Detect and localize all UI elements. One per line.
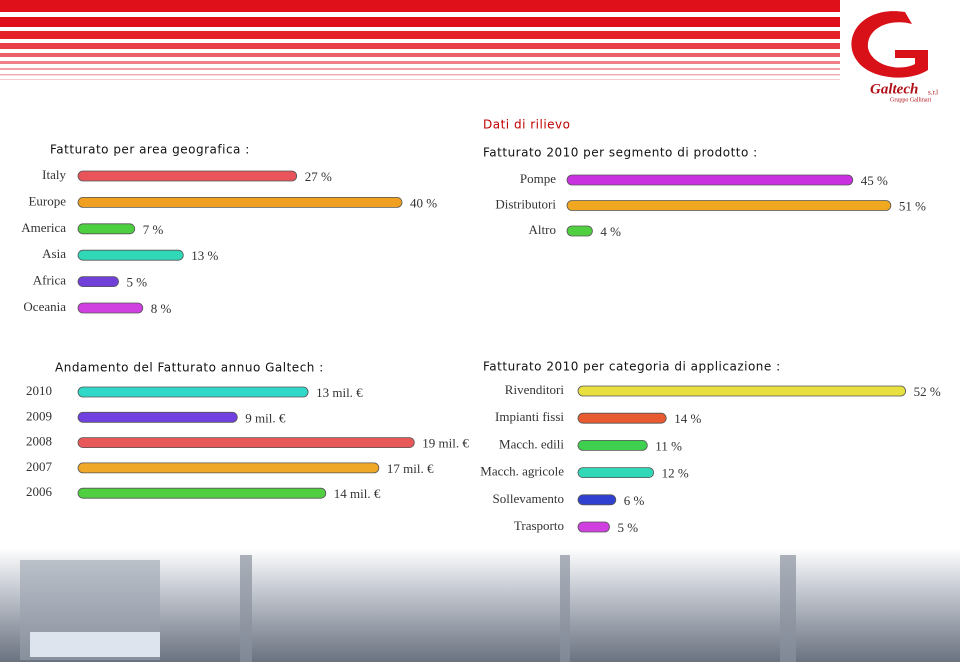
bar	[77, 386, 309, 398]
value-label: 11 %	[655, 438, 682, 453]
category-label: 2010	[26, 383, 52, 398]
category-label: Pompe	[520, 171, 556, 186]
category-label: Distributori	[495, 196, 556, 211]
photo-strip	[0, 548, 960, 662]
value-label: 9 mil. €	[245, 410, 286, 425]
bar	[566, 225, 593, 237]
value-label: 7 %	[143, 222, 164, 237]
value-label: 14 mil. €	[334, 486, 381, 501]
logo-group: Gruppo Gallinari	[890, 97, 931, 103]
value-label: 52 %	[914, 384, 941, 399]
category-label: America	[21, 220, 66, 235]
bar	[577, 439, 648, 451]
value-label: 12 %	[662, 466, 689, 481]
bar	[577, 385, 907, 397]
value-label: 5 %	[618, 520, 639, 535]
category-label: 2009	[26, 408, 52, 423]
value-label: 17 mil. €	[387, 461, 434, 476]
category-label: Rivenditori	[505, 382, 565, 397]
bar	[77, 302, 144, 314]
bar	[77, 196, 403, 208]
category-label: Europe	[28, 193, 66, 208]
value-label: 14 %	[674, 411, 701, 426]
value-label: 5 %	[127, 275, 148, 290]
value-label: 40 %	[410, 195, 437, 210]
category-label: Trasporto	[514, 518, 564, 533]
bar	[77, 170, 298, 182]
category-label: 2007	[26, 459, 53, 474]
bar	[577, 412, 667, 424]
value-label: 19 mil. €	[422, 436, 469, 451]
chart-title: Fatturato 2010 per segmento di prodotto …	[483, 146, 758, 160]
category-label: Sollevamento	[493, 491, 565, 506]
bar	[77, 249, 184, 261]
chart-title: Fatturato 2010 per categoria di applicaz…	[483, 360, 781, 374]
value-label: 4 %	[600, 224, 621, 239]
bar	[577, 467, 654, 479]
bar	[77, 411, 238, 423]
section-title: Dati di rilievo	[483, 118, 570, 132]
chart-title: Fatturato per area geografica :	[50, 143, 250, 157]
value-label: 51 %	[899, 198, 926, 213]
value-label: 13 mil. €	[316, 385, 363, 400]
category-label: Africa	[33, 273, 66, 288]
value-label: 45 %	[861, 173, 888, 188]
bar	[77, 223, 136, 235]
category-label: Oceania	[23, 299, 66, 314]
logo-name: Galtech	[870, 81, 918, 97]
category-label: 2008	[26, 434, 52, 449]
category-label: 2006	[26, 484, 53, 499]
bar	[577, 521, 610, 533]
bar	[77, 437, 415, 449]
category-label: Impianti fissi	[495, 409, 564, 424]
bar	[577, 494, 617, 506]
value-label: 27 %	[305, 169, 332, 184]
value-label: 13 %	[191, 248, 218, 263]
value-label: 8 %	[151, 301, 172, 316]
bar	[566, 174, 854, 186]
category-label: Italy	[42, 167, 66, 182]
category-label: Asia	[42, 246, 66, 261]
category-label: Macch. edili	[499, 436, 564, 451]
bar	[566, 200, 892, 211]
category-label: Altro	[529, 222, 556, 237]
bar	[77, 487, 327, 499]
header-stripes	[0, 0, 928, 80]
bar	[77, 276, 119, 288]
chart-title: Andamento del Fatturato annuo Galtech :	[55, 361, 324, 375]
value-label: 6 %	[624, 493, 645, 508]
category-label: Macch. agricole	[480, 464, 564, 479]
logo-suffix: s.r.l	[928, 89, 938, 97]
bar	[77, 462, 380, 474]
